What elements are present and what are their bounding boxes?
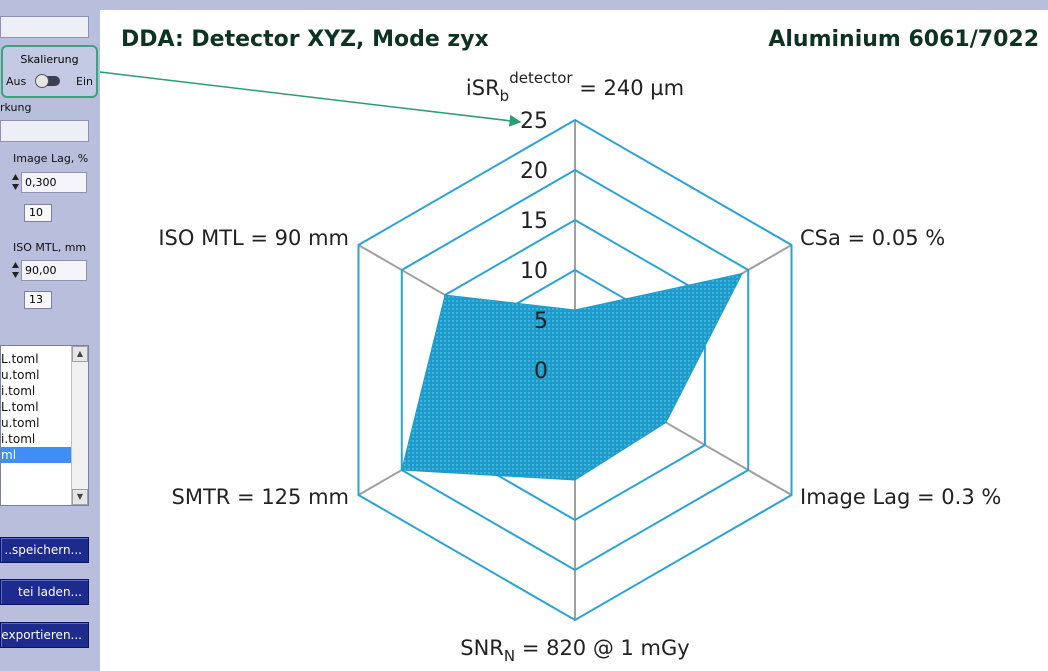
left-panel: Skalierung Aus Ein rkung Image Lag, % 0,… — [0, 0, 100, 671]
radar-axis-label: CSa = 0.05 % — [800, 226, 945, 250]
scaling-on-label: Ein — [76, 75, 93, 88]
file-list-item[interactable]: ml — [1, 447, 72, 463]
top-bar — [0, 0, 1048, 10]
iso-mtl-spinner-icon[interactable] — [11, 260, 20, 280]
export-button[interactable]: exportieren... — [0, 622, 89, 648]
radar-axis-label: SNRN = 820 @ 1 mGy — [460, 636, 689, 665]
toggle-knob[interactable] — [35, 74, 49, 88]
radar-tick-label: 20 — [520, 159, 548, 184]
radar-tick-label: 5 — [534, 309, 548, 334]
radar-axis-label: ISO MTL = 90 mm — [158, 226, 349, 250]
image-lag-index[interactable]: 10 — [24, 204, 52, 222]
file-list-item[interactable]: u.toml — [1, 368, 40, 382]
scaling-off-label: Aus — [6, 75, 27, 88]
scaling-toggle[interactable] — [35, 74, 60, 88]
image-lag-label: Image Lag, % — [13, 152, 89, 165]
radar-axis-label: iSRbdetector = 240 µm — [466, 69, 684, 105]
remark-label: rkung — [0, 101, 32, 114]
load-button[interactable]: tei laden... — [0, 579, 89, 605]
remark-field[interactable] — [0, 120, 89, 142]
radar-data-area — [401, 272, 744, 481]
save-button[interactable]: ..speichern... — [0, 537, 89, 563]
file-list[interactable]: L.toml u.toml i.toml L.toml u.toml i.toml ml ▲… — [0, 345, 89, 506]
radar-grid-ring — [357, 118, 793, 622]
scaling-group: Skalierung Aus Ein — [1, 45, 98, 98]
file-list-scrollbar[interactable]: ▲ ▼ — [71, 346, 88, 505]
chart-title: DDA: Detector XYZ, Mode zyx — [121, 27, 489, 52]
radar-axis-label: Image Lag = 0.3 % — [800, 485, 1001, 509]
radar-tick-label: 25 — [520, 109, 548, 134]
scaling-annotation-arrow — [99, 71, 522, 127]
file-list-item[interactable]: i.toml — [1, 432, 36, 446]
radar-axis-label: SMTR = 125 mm — [172, 485, 350, 509]
radar-tick-label: 10 — [520, 259, 548, 284]
scroll-up-icon[interactable]: ▲ — [72, 346, 88, 362]
radar-tick-label: 15 — [520, 209, 548, 234]
scroll-down-icon[interactable]: ▼ — [72, 489, 88, 505]
iso-mtl-index[interactable]: 13 — [24, 291, 52, 309]
scaling-title: Skalierung — [20, 53, 79, 66]
file-list-item[interactable]: u.toml — [1, 416, 40, 430]
iso-mtl-input[interactable]: 90,00 — [21, 260, 87, 281]
radar-grid-ring — [400, 168, 750, 572]
image-lag-spinner-icon[interactable] — [11, 172, 20, 192]
file-list-item[interactable]: L.toml — [1, 400, 39, 414]
name-field[interactable] — [0, 16, 89, 38]
iso-mtl-label: ISO MTL, mm — [13, 241, 87, 254]
file-list-item[interactable]: L.toml — [1, 352, 39, 366]
file-list-item[interactable]: i.toml — [1, 384, 36, 398]
image-lag-input[interactable]: 0,300 — [21, 172, 87, 193]
radar-tick-label: 0 — [534, 359, 548, 384]
chart-material: Aluminium 6061/7022 — [768, 27, 1039, 52]
